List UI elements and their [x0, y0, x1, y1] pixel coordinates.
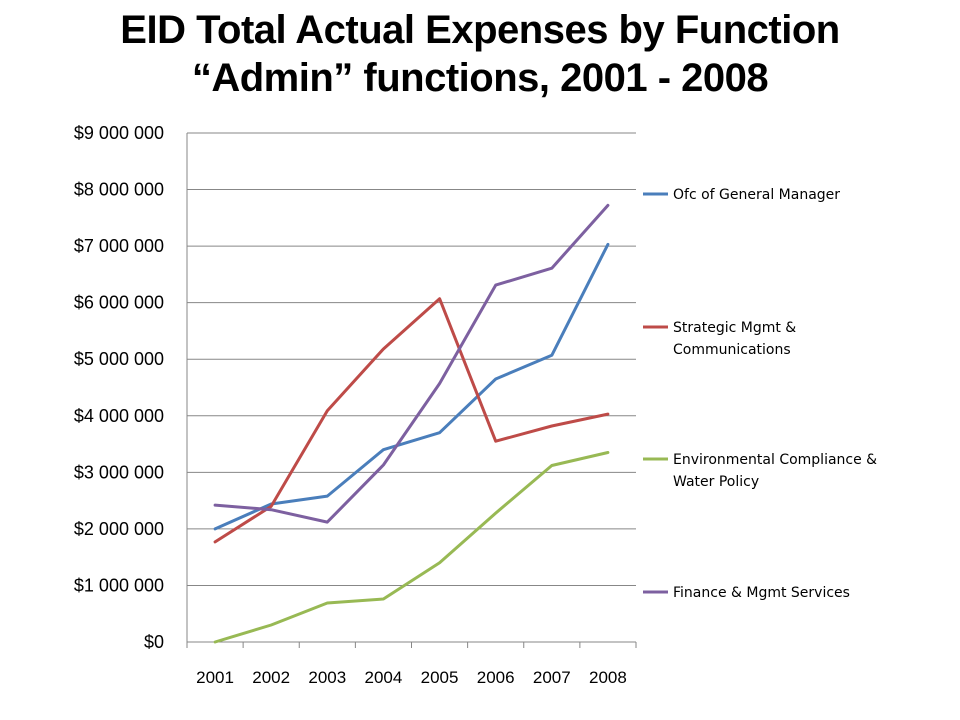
x-tick-label: 2002	[252, 668, 290, 687]
chart-title: EID Total Actual Expenses by Function “A…	[0, 6, 960, 102]
x-tick-label: 2006	[477, 668, 515, 687]
legend-label: Ofc of General Manager	[673, 187, 840, 203]
chart-title-line-1: EID Total Actual Expenses by Function	[120, 8, 840, 52]
series-line-3	[213, 451, 610, 644]
x-tick-label: 2001	[196, 668, 234, 687]
y-tick-label: $2 000 000	[74, 519, 164, 539]
y-tick-label: $6 000 000	[74, 293, 164, 313]
chart-title-line-2: “Admin” functions, 2001 - 2008	[191, 56, 769, 100]
legend: Ofc of General Manager Strategic Mgmt & Co…	[643, 187, 877, 601]
x-tick-label: 2007	[533, 668, 571, 687]
legend-item: Finance & Mgmt Services	[643, 585, 850, 601]
gridlines	[187, 132, 636, 586]
axes	[186, 133, 637, 648]
y-tick-label: $1 000 000	[74, 575, 164, 595]
y-tick-label: $9 000 000	[74, 123, 164, 143]
y-axis-tick-labels: $0 $1 000 000 $2 000 000 $3 000 000 $4 000 0…	[74, 123, 164, 652]
series-line-2	[213, 297, 610, 544]
x-tick-label: 2004	[365, 668, 403, 687]
x-axis-tick-labels: 2001 2002 2003 2004 2005 2006 2007 2008	[196, 668, 627, 687]
legend-item: Ofc of General Manager	[643, 187, 840, 203]
legend-label: Communications	[673, 342, 791, 358]
legend-label: Water Policy	[673, 474, 759, 490]
y-tick-label: $8 000 000	[74, 180, 164, 200]
x-tick-label: 2003	[308, 668, 346, 687]
legend-label: Finance & Mgmt Services	[673, 585, 850, 601]
series-line-1	[213, 242, 610, 531]
y-tick-label: $0	[144, 632, 164, 652]
y-tick-label: $4 000 000	[74, 406, 164, 426]
y-tick-label: $7 000 000	[74, 236, 164, 256]
legend-label: Strategic Mgmt &	[673, 320, 796, 336]
x-tick-label: 2005	[421, 668, 459, 687]
x-tick-label: 2008	[589, 668, 627, 687]
legend-item: Strategic Mgmt & Communications	[643, 320, 796, 358]
y-tick-label: $5 000 000	[74, 349, 164, 369]
y-tick-label: $3 000 000	[74, 462, 164, 482]
legend-label: Environmental Compliance &	[673, 452, 877, 468]
series-lines	[213, 203, 610, 644]
series-line-4	[213, 203, 610, 524]
legend-item: Environmental Compliance & Water Policy	[643, 452, 877, 490]
